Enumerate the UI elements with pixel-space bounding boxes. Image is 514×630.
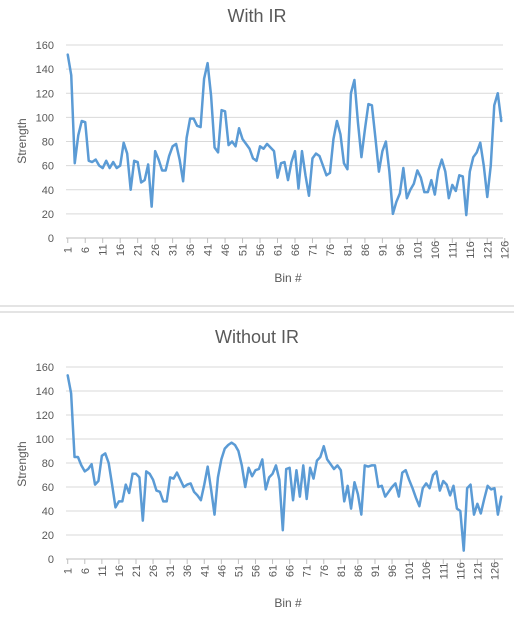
x-tick-label: 101: [404, 562, 416, 580]
y-tick-label: 160: [36, 362, 54, 374]
x-tick-label: 111: [438, 563, 450, 580]
x-tick-label: 91: [370, 565, 382, 577]
x-tick-label: 1: [63, 568, 75, 574]
x-tick-label: 126: [500, 241, 512, 259]
x-tick-label: 96: [395, 244, 407, 256]
x-tick-label: 71: [302, 565, 314, 577]
x-tick-label: 71: [307, 244, 319, 256]
y-tick-label: 0: [48, 554, 54, 566]
x-tick-label: 41: [203, 244, 215, 256]
y-tick-label: 40: [42, 185, 54, 197]
x-tick-label: 101: [412, 241, 424, 259]
x-tick-label: 106: [430, 241, 442, 259]
y-tick-label: 80: [42, 137, 54, 149]
x-tick-label: 96: [387, 565, 399, 577]
x-tick-label: 16: [115, 244, 127, 256]
y-tick-label: 120: [36, 88, 54, 100]
y-tick-label: 80: [42, 458, 54, 470]
x-tick-label: 56: [250, 565, 262, 577]
x-tick-label: 86: [353, 565, 365, 577]
x-tick-label: 116: [465, 241, 477, 259]
x-tick-label: 21: [131, 565, 143, 577]
y-tick-label: 160: [36, 40, 54, 52]
y-tick-label: 60: [42, 482, 54, 494]
x-tick-label: 81: [342, 244, 354, 256]
x-tick-label: 36: [182, 565, 194, 577]
x-tick-label: 31: [165, 565, 177, 577]
x-tick-label: 26: [150, 244, 162, 256]
y-tick-label: 100: [36, 434, 54, 446]
chart-with-ir: With IR Strength Bin # 02040608010012014…: [15, 6, 512, 285]
y-axis-title: Strength: [15, 441, 29, 486]
x-tick-label: 76: [319, 565, 331, 577]
x-tick-label: 21: [133, 244, 145, 256]
y-tick-label: 0: [48, 233, 54, 245]
x-tick-label: 121: [472, 562, 484, 580]
x-tick-label: 46: [216, 565, 228, 577]
x-tick-label: 111: [447, 242, 459, 259]
x-tick-label: 1: [63, 247, 75, 253]
x-axis-title: Bin #: [274, 596, 302, 610]
chart-title: Without IR: [215, 327, 299, 347]
x-tick-label: 66: [285, 565, 297, 577]
x-tick-label: 16: [114, 565, 126, 577]
x-tick-label: 46: [220, 244, 232, 256]
x-tick-label: 76: [325, 244, 337, 256]
x-axis-title: Bin #: [274, 271, 302, 285]
chart-without-ir: Without IR Strength Bin # 02040608010012…: [15, 327, 503, 610]
y-tick-label: 40: [42, 506, 54, 518]
x-tick-label: 116: [455, 562, 467, 580]
y-axis-title: Strength: [15, 118, 29, 163]
series-line: [66, 53, 503, 217]
x-tick-label: 106: [421, 562, 433, 580]
y-tick-label: 20: [42, 530, 54, 542]
y-tick-label: 20: [42, 209, 54, 221]
x-tick-label: 126: [489, 562, 501, 580]
y-tick-label: 140: [36, 64, 54, 76]
x-tick-label: 61: [273, 244, 285, 256]
y-tick-label: 120: [36, 410, 54, 422]
x-tick-label: 121: [482, 241, 494, 259]
x-tick-label: 66: [290, 244, 302, 256]
x-tick-label: 6: [80, 247, 92, 253]
x-tick-label: 26: [148, 565, 160, 577]
x-tick-label: 56: [255, 244, 267, 256]
x-tick-label: 11: [98, 244, 110, 255]
y-tick-label: 140: [36, 386, 54, 398]
x-tick-label: 11: [97, 565, 109, 576]
y-tick-label: 60: [42, 161, 54, 173]
y-tick-label: 100: [36, 112, 54, 124]
x-tick-label: 51: [238, 244, 250, 256]
x-tick-label: 51: [233, 565, 245, 577]
x-tick-label: 81: [336, 565, 348, 577]
chart-title: With IR: [227, 6, 286, 26]
x-tick-label: 31: [168, 244, 180, 256]
series-line: [66, 374, 503, 552]
x-tick-label: 6: [80, 568, 92, 574]
x-tick-label: 91: [377, 244, 389, 256]
x-tick-label: 41: [199, 565, 211, 577]
x-tick-label: 86: [360, 244, 372, 256]
x-tick-label: 61: [268, 565, 280, 577]
x-tick-label: 36: [185, 244, 197, 256]
